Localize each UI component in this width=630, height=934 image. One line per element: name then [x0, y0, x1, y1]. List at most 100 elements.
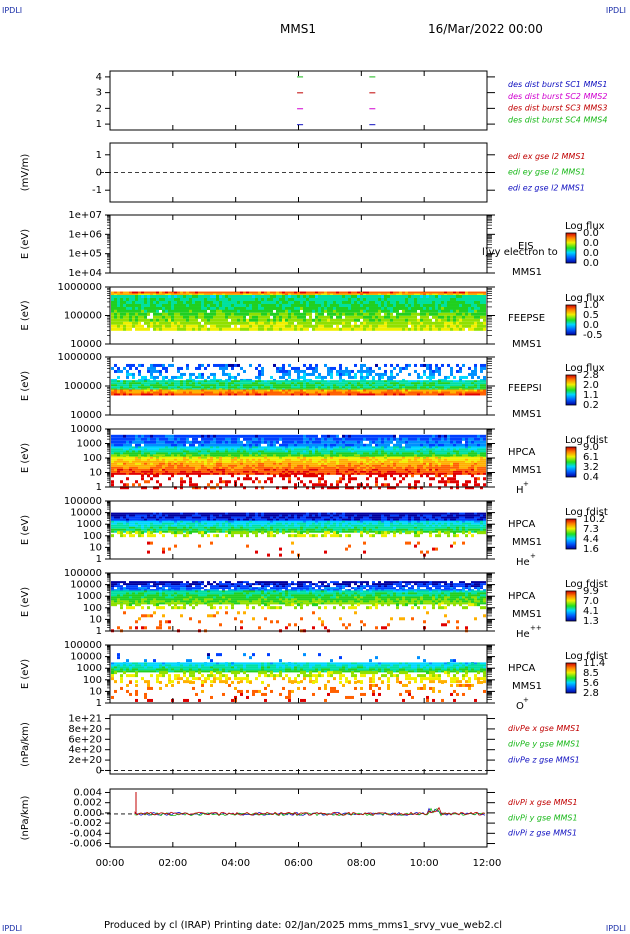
spectrogram-cell [129, 293, 132, 296]
spectrogram-cell [162, 454, 165, 457]
spectrogram-cell [183, 386, 186, 389]
spectrogram-cell [471, 300, 474, 304]
spectrogram-cell [177, 470, 180, 473]
spectrogram-cell [420, 363, 423, 367]
spectrogram-cell [318, 380, 321, 383]
spectrogram-cell [474, 297, 477, 301]
spectrogram-cell [210, 486, 213, 490]
spectrogram-cell [144, 391, 147, 394]
spectrogram-cell [402, 312, 405, 316]
spectrogram-cell [186, 389, 189, 392]
spectrogram-cell [348, 391, 351, 394]
spectrogram-cell [342, 446, 345, 449]
spectrogram-cell [453, 391, 456, 394]
spectrogram-cell [141, 382, 144, 385]
spectrogram-cell [120, 458, 123, 461]
spectrogram-cell [399, 393, 402, 396]
spectrogram-cell [348, 393, 351, 396]
spectrogram-cell [411, 303, 414, 307]
spectrogram-cell [462, 312, 465, 316]
spectrogram-cell [312, 462, 315, 465]
spectrogram-cell [201, 460, 204, 463]
spectrogram-cell [237, 468, 240, 471]
spectrogram-cell [120, 324, 123, 328]
spectrogram-cell [363, 321, 366, 325]
spectrogram-cell [378, 388, 381, 391]
spectrogram-cell [327, 448, 330, 451]
spectrogram-cell [255, 293, 258, 296]
spectrogram-cell [333, 389, 336, 392]
spectrogram-cell [282, 369, 285, 373]
spectrogram-cell [369, 291, 372, 294]
spectrogram-cell [138, 297, 141, 301]
spectrogram-cell [330, 483, 333, 487]
spectrogram-cell [180, 448, 183, 451]
spectrogram-cell [321, 448, 324, 451]
spectrogram-cell [204, 388, 207, 391]
spectrogram-cell [135, 297, 138, 301]
spectrogram-cell [159, 293, 162, 296]
spectrogram-cell [294, 450, 297, 453]
spectrogram-cell [177, 464, 180, 467]
spectrogram-cell [333, 454, 336, 457]
spectrogram-cell [288, 446, 291, 449]
spectrogram-cell [147, 454, 150, 457]
spectrogram-cell [207, 303, 210, 307]
spectrogram-cell [336, 460, 339, 463]
spectrogram-cell [279, 458, 282, 461]
spectrogram-cell [156, 294, 159, 298]
spectrogram-cell [258, 375, 261, 379]
spectrogram-cell [201, 450, 204, 453]
spectrogram-cell [348, 300, 351, 304]
spectrogram-cell [327, 386, 330, 389]
spectrogram-cell [312, 384, 315, 387]
spectrogram-cell [171, 300, 174, 304]
spectrogram-cell [153, 300, 156, 304]
spectrogram-cell [333, 293, 336, 296]
spectrogram-cell [297, 309, 300, 313]
spectrogram-cell [177, 391, 180, 394]
spectrogram-cell [129, 363, 132, 367]
spectrogram-cell [282, 363, 285, 367]
spectrogram-cell [303, 468, 306, 471]
spectrogram-cell [132, 318, 135, 322]
spectrogram-cell [198, 382, 201, 385]
spectrogram-cell [264, 382, 267, 385]
spectrogram-cell [222, 452, 225, 455]
spectrogram-cell [297, 443, 300, 447]
spectrogram-cell [408, 306, 411, 310]
spectrogram-cell [171, 434, 174, 438]
spectrogram-cell [330, 375, 333, 379]
spectrogram-cell [390, 391, 393, 394]
spectrogram-cell [273, 472, 276, 475]
spectrogram-cell [180, 315, 183, 319]
spectrogram-cell [393, 293, 396, 296]
spectrogram-cell [381, 372, 384, 376]
spectrogram-cell [306, 294, 309, 298]
spectrogram-cell [471, 297, 474, 301]
spectrogram-cell [423, 300, 426, 304]
spectrogram-cell [231, 366, 234, 370]
spectrogram-cell [360, 309, 363, 313]
spectrogram-cell [114, 389, 117, 392]
spectrogram-cell [483, 389, 486, 392]
spectrogram-cell [270, 318, 273, 322]
spectrogram-cell [156, 468, 159, 471]
spectrogram-cell [456, 303, 459, 307]
spectrogram-cell [333, 306, 336, 310]
spectrogram-cell [321, 318, 324, 322]
spectrogram-cell [435, 369, 438, 373]
spectrogram-cell [477, 380, 480, 383]
spectrogram-cell [117, 440, 120, 444]
spectrogram-cell [222, 460, 225, 463]
spectrogram-cell [231, 384, 234, 387]
spectrogram-cell [264, 480, 267, 484]
spectrogram-cell [351, 468, 354, 471]
spectrogram-cell [315, 318, 318, 322]
spectrogram-cell [279, 462, 282, 465]
spectrogram-cell [195, 366, 198, 370]
spectrogram-cell [186, 312, 189, 316]
spectrogram-cell [210, 297, 213, 301]
spectrogram-cell [276, 468, 279, 471]
spectrogram-cell [129, 312, 132, 316]
